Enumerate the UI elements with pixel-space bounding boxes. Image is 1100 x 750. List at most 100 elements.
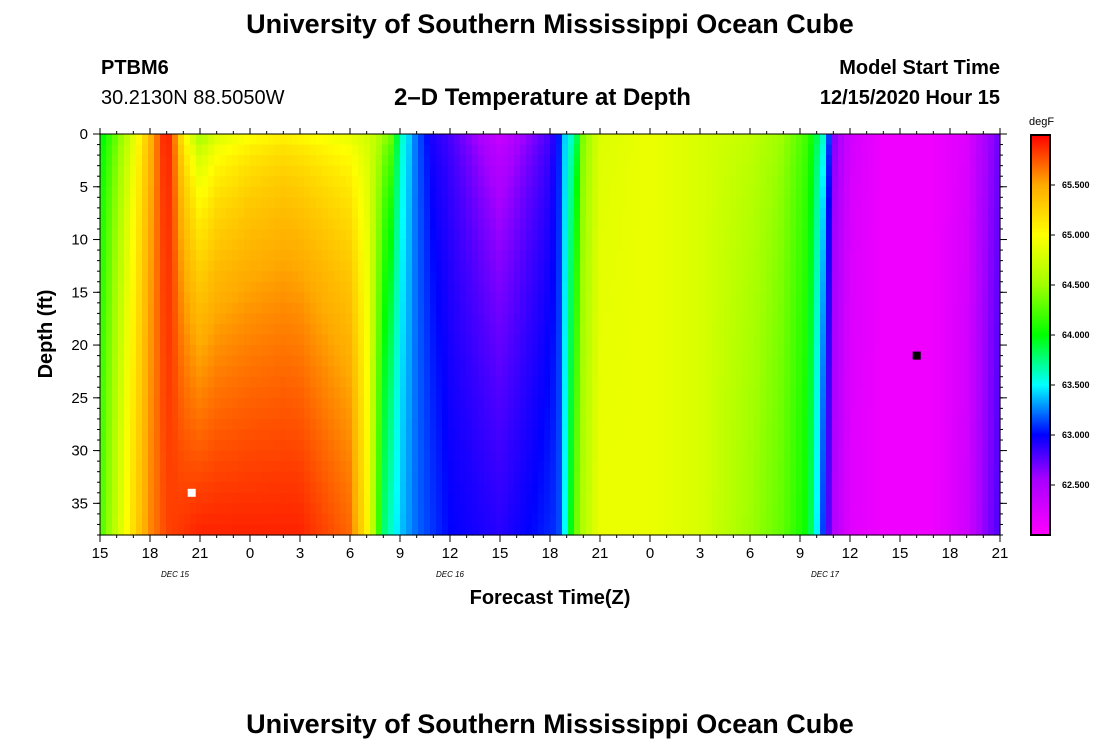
heatmap-cell: [532, 461, 539, 473]
heatmap-cell: [556, 186, 563, 198]
heatmap-cell: [886, 228, 893, 241]
heatmap-cell: [514, 176, 521, 188]
heatmap-cell: [250, 440, 257, 452]
heatmap-cell: [460, 429, 467, 441]
heatmap-cell: [190, 418, 197, 431]
heatmap-cell: [736, 155, 743, 167]
heatmap-cell: [250, 429, 257, 441]
heatmap-cell: [136, 186, 143, 198]
heatmap-cell: [754, 197, 761, 209]
heatmap-cell: [454, 492, 461, 504]
heatmap-cell: [274, 155, 281, 167]
heatmap-cell: [502, 228, 509, 241]
heatmap-cell: [190, 218, 197, 230]
heatmap-cell: [190, 376, 197, 388]
heatmap-cell: [586, 450, 593, 462]
heatmap-cell: [766, 492, 773, 504]
heatmap-cell: [718, 408, 725, 420]
heatmap-cell: [808, 323, 815, 336]
heatmap-cell: [748, 165, 755, 177]
heatmap-cell: [340, 387, 347, 399]
heatmap-cell: [460, 207, 467, 220]
heatmap-cell: [562, 186, 569, 198]
heatmap-cell: [862, 387, 869, 399]
heatmap-cell: [880, 176, 887, 188]
heatmap-cell: [226, 418, 233, 431]
heatmap-cell: [178, 134, 185, 146]
heatmap-cell: [658, 186, 665, 198]
heatmap-cell: [298, 250, 305, 262]
heatmap-cell: [502, 281, 509, 293]
heatmap-cell: [196, 345, 203, 357]
heatmap-cell: [754, 228, 761, 241]
heatmap-cell: [286, 323, 293, 336]
heatmap-cell: [508, 503, 515, 515]
heatmap-cell: [538, 176, 545, 188]
heatmap-cell: [688, 228, 695, 241]
heatmap-cell: [688, 250, 695, 262]
heatmap-cell: [418, 155, 425, 167]
heatmap-cell: [550, 207, 557, 220]
heatmap-cell: [688, 292, 695, 304]
heatmap-cell: [604, 186, 611, 198]
heatmap-cell: [640, 408, 647, 420]
heatmap-cell: [376, 408, 383, 420]
heatmap-cell: [286, 207, 293, 220]
heatmap-cell: [556, 176, 563, 188]
heatmap-cell: [844, 397, 851, 409]
heatmap-cell: [268, 302, 275, 314]
heatmap-cell: [856, 355, 863, 367]
heatmap-cell: [130, 218, 137, 230]
heatmap-cell: [766, 376, 773, 388]
heatmap-cell: [298, 134, 305, 146]
heatmap-cell: [658, 482, 665, 494]
heatmap-cell: [184, 503, 191, 515]
heatmap-cell: [388, 176, 395, 188]
heatmap-cell: [766, 271, 773, 283]
heatmap-cell: [406, 440, 413, 452]
heatmap-cell: [418, 345, 425, 357]
heatmap-cell: [736, 292, 743, 304]
heatmap-cell: [658, 408, 665, 420]
heatmap-cell: [160, 228, 167, 241]
heatmap-cell: [796, 513, 803, 526]
heatmap-cell: [532, 134, 539, 146]
heatmap-cell: [214, 482, 221, 494]
heatmap-cell: [358, 218, 365, 230]
heatmap-cell: [262, 239, 269, 251]
footer-title: University of Southern Mississippi Ocean…: [246, 709, 854, 739]
heatmap-cell: [160, 323, 167, 336]
heatmap-cell: [682, 250, 689, 262]
heatmap-cell: [208, 482, 215, 494]
heatmap-cell: [166, 492, 173, 504]
heatmap-cell: [448, 482, 455, 494]
heatmap-cell: [472, 218, 479, 230]
heatmap-cell: [724, 492, 731, 504]
heatmap-cell: [364, 482, 371, 494]
heatmap-cell: [790, 292, 797, 304]
heatmap-cell: [196, 250, 203, 262]
heatmap-cell: [442, 250, 449, 262]
heatmap-cell: [370, 503, 377, 515]
heatmap-cell: [292, 292, 299, 304]
heatmap-cell: [706, 134, 713, 146]
heatmap-cell: [460, 418, 467, 431]
heatmap-cell: [184, 450, 191, 462]
heatmap-cell: [226, 239, 233, 251]
heatmap-cell: [790, 250, 797, 262]
heatmap-cell: [328, 513, 335, 526]
heatmap-cell: [754, 513, 761, 526]
heatmap-cell: [652, 503, 659, 515]
heatmap-cell: [472, 366, 479, 378]
heatmap-cell: [664, 207, 671, 220]
heatmap-cell: [412, 292, 419, 304]
heatmap-cell: [202, 260, 209, 272]
heatmap-cell: [622, 207, 629, 220]
heatmap-cell: [292, 134, 299, 146]
heatmap-cell: [190, 228, 197, 241]
heatmap-cell: [784, 408, 791, 420]
heatmap-cell: [568, 207, 575, 220]
heatmap-cell: [754, 302, 761, 314]
heatmap-cell: [274, 334, 281, 346]
heatmap-cell: [622, 323, 629, 336]
